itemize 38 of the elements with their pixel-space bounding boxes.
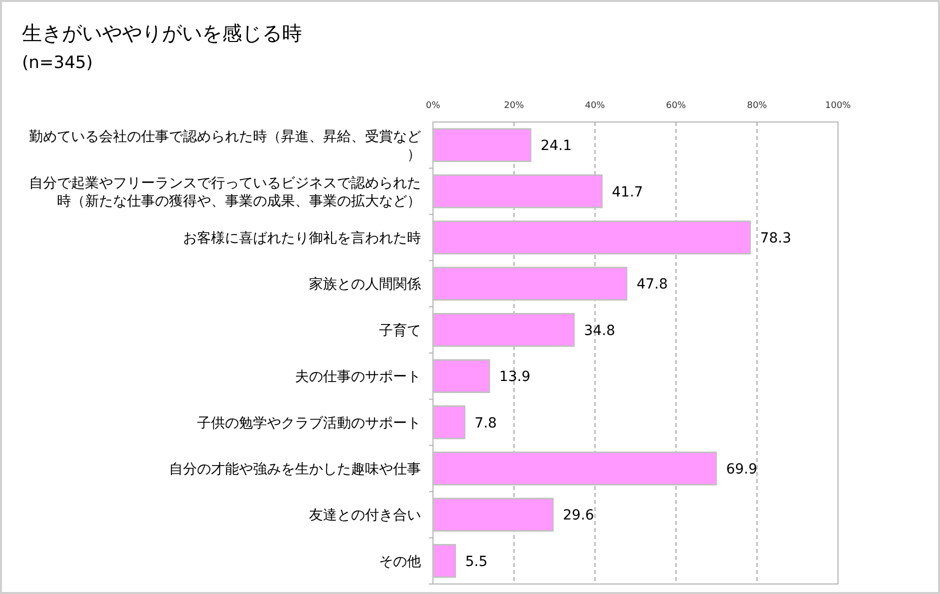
data-label: 7.8: [474, 415, 497, 432]
bar: [432, 312, 575, 347]
bar: [432, 266, 628, 301]
y-tick-label: その他: [379, 554, 421, 570]
x-tick-label: 20%: [504, 101, 524, 111]
x-tick-label: 40%: [584, 101, 606, 111]
y-tick-label: 友達との付き合い: [309, 508, 421, 524]
bar: [432, 220, 751, 254]
data-label: 24.1: [540, 138, 572, 154]
y-tick-label: 夫の仕事のサポート: [295, 369, 421, 386]
y-tick-label: お客様に喜ばれたり御礼を言われた時: [183, 230, 421, 246]
x-tick-label: 80%: [746, 101, 768, 111]
bar: [432, 405, 466, 440]
bar: [432, 174, 603, 208]
data-label: 47.8: [636, 276, 668, 293]
y-tick-label: 子供の勉学やクラブ活動のサポート: [197, 415, 421, 432]
data-label: 29.6: [562, 508, 594, 524]
bar: [432, 359, 490, 394]
x-tick-label: 60%: [666, 101, 686, 111]
data-label: 78.3: [760, 230, 792, 246]
data-label: 13.9: [499, 369, 530, 386]
y-tick-label: 自分の才能や強みを生かした趣味や仕事: [169, 462, 421, 478]
data-label: 41.7: [612, 184, 644, 200]
y-tick-label: 子育て: [379, 322, 421, 339]
data-label: 5.5: [465, 554, 488, 570]
data-label: 34.8: [584, 322, 616, 339]
bar: [432, 498, 554, 532]
data-label: 69.9: [726, 462, 758, 478]
x-tick-label: 100%: [825, 101, 852, 111]
bar: [432, 128, 532, 162]
text: 生きがいややりがいを感じる時: [22, 21, 302, 45]
y-tick-label: 勤めている会社の仕事で認められた時（昇進、昇給、受賞など）: [29, 129, 421, 164]
x-tick-label: 0%: [426, 101, 441, 111]
text: (n=345): [22, 53, 93, 73]
bar: [432, 452, 717, 486]
y-tick-label: 自分で起業やフリーランスで行っているビジネスで認められた時（新たな仕事の獲得や、事業の成果、事業の拡大など）: [29, 175, 421, 210]
bar: [432, 544, 456, 578]
y-tick-label: 家族との人間関係: [309, 276, 421, 293]
